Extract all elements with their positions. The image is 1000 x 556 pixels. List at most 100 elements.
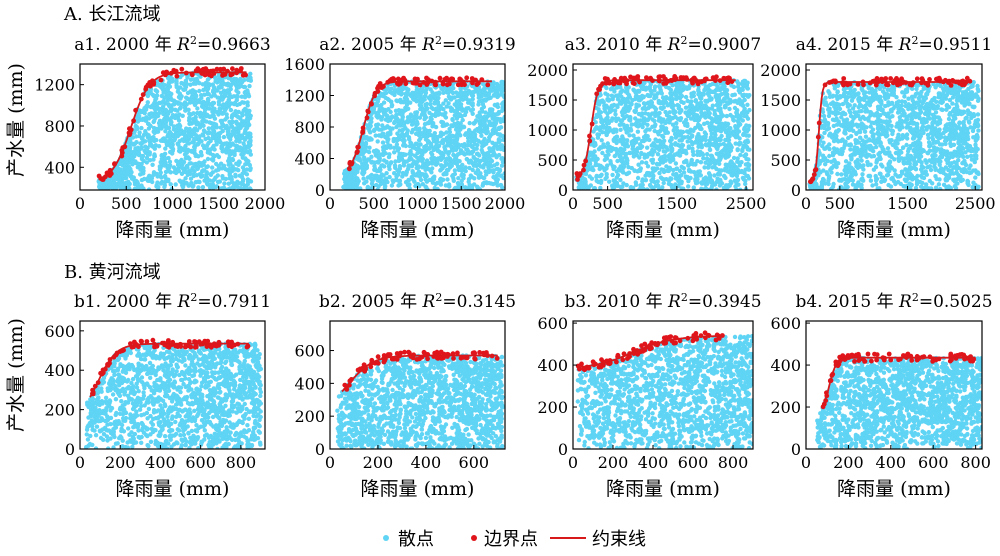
scatter-point (463, 168, 468, 174)
scatter-point (494, 118, 499, 123)
scatter-point (218, 84, 224, 89)
scatter-point (437, 133, 443, 139)
scatter-point (610, 97, 615, 102)
scatter-point (460, 150, 466, 155)
scatter-point (147, 158, 153, 163)
scatter-point (447, 126, 452, 132)
scatter-point (660, 106, 665, 112)
scatter-point (428, 101, 433, 107)
scatter-point (206, 92, 211, 97)
scatter-point (443, 110, 448, 116)
scatter-point (628, 128, 634, 133)
scatter-point (602, 109, 608, 114)
scatter-point (144, 147, 150, 153)
boundary-point (464, 75, 470, 81)
scatter-point (422, 110, 427, 116)
scatter-point (473, 137, 479, 142)
scatter-point (612, 185, 617, 190)
scatter-point (450, 159, 455, 164)
scatter-point (501, 137, 505, 142)
scatter-point (728, 179, 733, 184)
scatter-point (668, 159, 673, 164)
scatter-point (234, 148, 239, 153)
scatter-point (683, 148, 688, 154)
scatter-point (359, 149, 365, 154)
scatter-point (480, 144, 485, 149)
scatter-point (501, 175, 505, 181)
scatter-point (671, 103, 676, 108)
scatter-point (398, 85, 404, 91)
scatter-point (357, 158, 363, 163)
x-tick-label-a2: 500 (358, 194, 389, 213)
scatter-point (185, 140, 190, 145)
boundary-point (432, 82, 438, 87)
scatter-point (365, 184, 371, 190)
scatter-point (434, 106, 439, 111)
scatter-point (435, 186, 440, 190)
scatter-point (491, 126, 497, 132)
scatter-point (410, 96, 416, 101)
boundary-point (485, 82, 491, 88)
scatter-point (234, 119, 239, 125)
scatter-point (605, 115, 610, 120)
scatter-point (365, 123, 370, 128)
scatter-point (158, 138, 164, 143)
scatter-point (216, 73, 222, 79)
scatter-point (226, 181, 231, 186)
scatter-point (703, 137, 708, 143)
y-axis-label-bottom: 产水量 (mm) (5, 318, 27, 432)
scatter-point (441, 101, 446, 106)
scatter-point (633, 108, 638, 113)
scatter-point (140, 135, 145, 141)
scatter-point (479, 174, 484, 179)
scatter-point (120, 169, 126, 175)
scatter-point (701, 103, 706, 108)
scatter-point (649, 100, 655, 105)
scatter-point (111, 175, 117, 180)
scatter-point (650, 104, 656, 109)
scatter-point (604, 85, 609, 91)
scatter-point (695, 159, 700, 164)
scatter-point (476, 102, 481, 107)
scatter-point (168, 95, 173, 100)
scatter-point (487, 134, 493, 139)
scatter-point (396, 172, 401, 177)
scatter-point (164, 91, 170, 96)
scatter-point (466, 160, 472, 165)
scatter-point (707, 173, 713, 178)
scatter-point (383, 112, 389, 118)
scatter-point (660, 133, 665, 139)
scatter-point (124, 155, 129, 161)
scatter-point (669, 185, 675, 190)
scatter-point (182, 145, 187, 151)
scatter-point (474, 158, 480, 163)
scatter-point (612, 108, 618, 113)
scatter-point (241, 141, 246, 146)
scatter-point (137, 130, 142, 135)
scatter-point (211, 100, 217, 106)
scatter-point (481, 122, 487, 128)
scatter-point (705, 152, 710, 157)
scatter-point (631, 87, 636, 92)
scatter-point (155, 126, 161, 132)
scatter-point (491, 150, 496, 155)
scatter-point (629, 122, 634, 127)
scatter-point (368, 173, 373, 179)
scatter-point (704, 178, 709, 183)
scatter-point (450, 133, 455, 138)
x-axis-label-a2: 降雨量 (mm) (361, 219, 475, 241)
scatter-point (440, 155, 446, 160)
scatter-point (731, 118, 737, 123)
scatter-point (635, 175, 641, 181)
scatter-point (239, 111, 245, 116)
scatter-point (177, 148, 182, 153)
scatter-point (384, 90, 389, 96)
scatter-point (192, 136, 197, 142)
scatter-point (707, 138, 712, 143)
scatter-point (431, 147, 436, 153)
scatter-point (734, 113, 739, 119)
scatter-point (400, 138, 406, 143)
scatter-point (194, 173, 199, 178)
scatter-point (698, 160, 704, 165)
scatter-point (723, 123, 728, 129)
